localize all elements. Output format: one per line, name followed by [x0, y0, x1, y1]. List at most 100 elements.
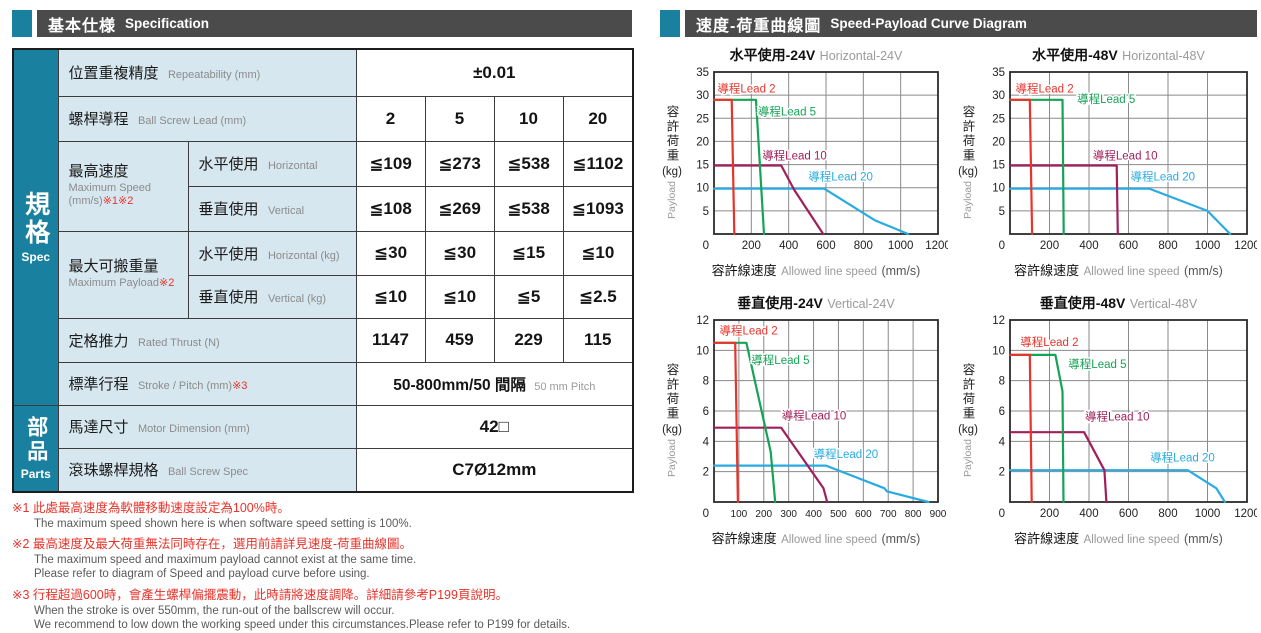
svg-text:35: 35	[696, 67, 709, 79]
svg-text:500: 500	[830, 509, 847, 520]
curve-header-title-en: Speed-Payload Curve Diagram	[830, 16, 1027, 31]
thrust-lead20: 115	[562, 317, 634, 363]
speed-v-lead20: ≦1093	[562, 185, 634, 232]
svg-text:導程Lead 2: 導程Lead 2	[720, 324, 778, 338]
group-max-speed: 最高速度 Maximum Speed (mm/s)※1※2	[57, 140, 189, 232]
svg-text:35: 35	[992, 67, 1005, 79]
svg-text:4: 4	[999, 436, 1006, 448]
thrust-lead10: 229	[493, 317, 564, 363]
svg-text:1000: 1000	[888, 240, 914, 252]
value-stroke: 50-800mm/50 間隔 50 mm Pitch	[355, 361, 634, 406]
svg-text:100: 100	[731, 509, 748, 520]
header-accent-square	[12, 10, 32, 37]
speed-h-lead5: ≦273	[424, 140, 495, 187]
svg-text:900: 900	[930, 509, 947, 520]
svg-text:800: 800	[1158, 240, 1177, 252]
svg-text:導程Lead 20: 導程Lead 20	[1131, 170, 1196, 184]
svg-text:導程Lead 10: 導程Lead 10	[1093, 148, 1158, 162]
svg-text:600: 600	[816, 240, 835, 252]
svg-text:導程Lead 2: 導程Lead 2	[1016, 82, 1074, 96]
svg-text:1200: 1200	[1234, 508, 1257, 520]
svg-text:600: 600	[855, 509, 872, 520]
svg-text:25: 25	[992, 113, 1005, 125]
label-speed-vertical: 垂直使用 Vertical	[187, 185, 357, 232]
chart-title: 垂直使用-24V Vertical-24V	[737, 295, 895, 311]
svg-text:6: 6	[703, 406, 709, 418]
svg-text:導程Lead 5: 導程Lead 5	[1077, 92, 1135, 106]
sidebar-parts-zh: 部品	[24, 415, 48, 464]
payload-h-lead5: ≦30	[424, 230, 495, 276]
speed-h-lead2: ≦109	[355, 140, 426, 187]
value-motor-dimension: 42□	[355, 404, 634, 449]
svg-text:1000: 1000	[1195, 240, 1221, 252]
thrust-lead2: 1147	[355, 317, 426, 363]
spec-section-header: 基本仕様 Specification	[12, 10, 632, 37]
svg-text:1000: 1000	[1195, 508, 1221, 520]
svg-text:0: 0	[703, 508, 709, 520]
row-motor-dimension: 部品 Parts 馬達尺寸 Motor Dimension (mm) 42□	[12, 404, 634, 493]
svg-text:8: 8	[999, 376, 1005, 388]
svg-text:200: 200	[1040, 240, 1059, 252]
curve-header-bar: 速度-荷重曲線圖 Speed-Payload Curve Diagram	[685, 10, 1257, 37]
row-ball-screw-spec: 滾珠螺桿規格 Ball Screw Spec C7Ø12mm	[13, 447, 634, 493]
svg-text:15: 15	[992, 160, 1005, 172]
svg-text:25: 25	[696, 113, 709, 125]
label-speed-horizontal: 水平使用 Horizontal	[187, 140, 357, 187]
footnote-3-en1: When the stroke is over 550mm, the run-o…	[34, 604, 395, 617]
footnote-2-en1: The maximum speed and maximum payload ca…	[34, 553, 417, 566]
payload-h-lead10: ≦15	[493, 230, 564, 276]
sidebar-parts-en: Parts	[20, 466, 51, 481]
group-max-payload: 最大可搬重量 Maximum Payload※2	[57, 230, 189, 319]
speed-v-lead10: ≦538	[493, 185, 564, 232]
row-max-speed-horizontal: 最高速度 Maximum Speed (mm/s)※1※2 水平使用 Horiz…	[13, 140, 634, 232]
svg-text:0: 0	[999, 508, 1005, 520]
curve-header-title-zh: 速度-荷重曲線圖	[696, 17, 822, 35]
label-rated-thrust: 定格推力 Rated Thrust (N)	[57, 317, 357, 363]
spec-header-title-zh: 基本仕様	[48, 17, 117, 35]
svg-text:600: 600	[1119, 240, 1138, 252]
svg-text:1200: 1200	[925, 240, 948, 252]
svg-text:導程Lead 5: 導程Lead 5	[751, 353, 809, 367]
svg-text:400: 400	[1079, 240, 1098, 252]
svg-text:300: 300	[780, 509, 797, 520]
speed-payload-plot-horizontal-48v: 導程Lead 20 導程Lead 10 導程Lead 5 導程Lead 2 200 400…	[980, 64, 1260, 259]
svg-text:0: 0	[703, 240, 709, 252]
speed-payload-plot-vertical-48v: 導程Lead 20 導程Lead 10 導程Lead 5 導程Lead 2 200 400…	[980, 312, 1260, 527]
value-lead-2: 2	[355, 95, 426, 142]
speed-h-lead20: ≦1102	[562, 140, 634, 187]
speed-payload-plot-horizontal-24v: 導程Lead 20 導程Lead 10 導程Lead 5 導程Lead 2 200 400…	[684, 64, 951, 259]
svg-text:15: 15	[696, 160, 709, 172]
label-ball-screw-spec: 滾珠螺桿規格 Ball Screw Spec	[57, 447, 357, 493]
svg-text:2: 2	[999, 467, 1005, 479]
svg-text:導程Lead 5: 導程Lead 5	[1068, 357, 1126, 371]
svg-text:12: 12	[696, 315, 709, 327]
svg-text:10: 10	[696, 345, 709, 357]
spec-table: 規格 Spec 位置重複精度 Repeatability (mm) ±0.01 …	[12, 48, 635, 493]
value-ball-screw-spec: C7Ø12mm	[355, 447, 634, 493]
svg-text:10: 10	[696, 183, 709, 195]
chart-title: 水平使用-24V Horizontal-24V	[729, 47, 903, 63]
footnote-1-en: The maximum speed shown here is when sof…	[34, 517, 412, 530]
footnote-3: ※3 行程超過600時，會產生螺桿偏擺震動，此時請將速度調降。詳細請參考P199…	[12, 588, 508, 603]
y-axis-label: 容許荷重 (kg) Payload	[662, 104, 682, 219]
row-rated-thrust: 定格推力 Rated Thrust (N) 1147 459 229 115	[13, 317, 634, 363]
label-payload-vertical: 垂直使用 Vertical (kg)	[187, 274, 357, 319]
speed-v-lead5: ≦269	[424, 185, 495, 232]
footnote-1: ※1 此處最高速度為軟體移動速度設定為100%時。	[12, 501, 290, 515]
footnotes: ※1 此處最高速度為軟體移動速度設定為100%時。 The maximum sp…	[12, 500, 644, 633]
svg-text:導程Lead 20: 導程Lead 20	[1150, 450, 1215, 464]
label-stroke: 標準行程 Stroke / Pitch (mm)※3	[57, 361, 357, 406]
charts-grid: 水平使用-24V Horizontal-24V 容許荷重 (kg) Payloa…	[660, 45, 1260, 548]
x-axis-label: 容許線速度 Allowed line speed (mm/s)	[1014, 531, 1223, 546]
sidebar-spec: 規格 Spec	[12, 48, 59, 406]
svg-text:0: 0	[999, 240, 1005, 252]
footnote-3-en2: We recommend to low down the working spe…	[34, 619, 571, 632]
svg-text:2: 2	[703, 467, 709, 479]
label-repeatability: 位置重複精度 Repeatability (mm)	[57, 48, 357, 97]
svg-text:導程Lead 2: 導程Lead 2	[1020, 335, 1078, 349]
svg-text:400: 400	[805, 509, 822, 520]
y-axis-label: 容許荷重 (kg) Payload	[958, 362, 978, 477]
payload-h-lead20: ≦10	[562, 230, 634, 276]
svg-text:400: 400	[1079, 508, 1098, 520]
row-repeatability: 規格 Spec 位置重複精度 Repeatability (mm) ±0.01	[12, 48, 634, 406]
